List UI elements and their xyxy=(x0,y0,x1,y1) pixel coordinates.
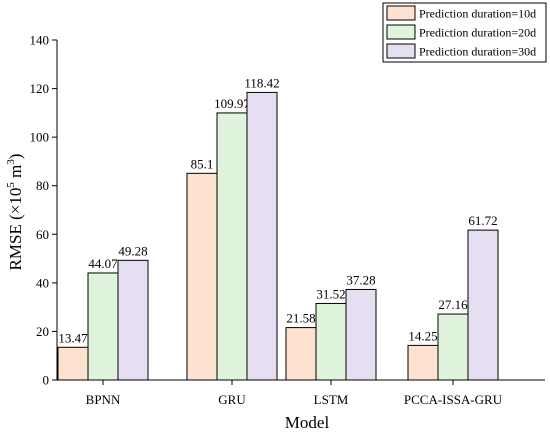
bar xyxy=(437,313,469,381)
data-label: 61.72 xyxy=(468,213,497,228)
legend-swatch xyxy=(386,43,416,59)
x-axis-title: Model xyxy=(285,413,330,432)
y-tick-label: 80 xyxy=(36,178,49,193)
legend-swatch xyxy=(386,24,416,40)
y-tick-label: 20 xyxy=(36,324,49,339)
legend-swatch xyxy=(386,5,416,21)
y-tick-label: 120 xyxy=(30,81,50,96)
legend: Prediction duration=10d Prediction durati… xyxy=(382,2,547,63)
x-tick-label: BPNN xyxy=(86,392,121,407)
y-axis-title-end: ) xyxy=(6,154,25,160)
bar xyxy=(57,346,89,381)
data-label: 118.42 xyxy=(244,75,279,90)
data-label: 14.25 xyxy=(408,328,437,343)
bar xyxy=(216,112,248,381)
bar xyxy=(87,272,119,381)
y-axis-title-unit: m xyxy=(6,165,25,182)
y-tick-label: 60 xyxy=(36,227,49,242)
data-label: 37.28 xyxy=(346,272,375,287)
data-label: 109.97 xyxy=(214,96,250,111)
bar xyxy=(186,172,218,381)
bar xyxy=(246,91,278,381)
data-label: 44.07 xyxy=(88,256,118,271)
x-tick-label: GRU xyxy=(218,392,246,407)
legend-label: Prediction duration=20d xyxy=(419,26,536,40)
bar xyxy=(345,288,377,381)
data-label: 21.58 xyxy=(286,311,315,326)
legend-label: Prediction duration=30d xyxy=(419,45,536,59)
legend-label: Prediction duration=10d xyxy=(419,7,536,21)
y-axis-title: RMSE (×105 m3) xyxy=(5,154,25,271)
bar xyxy=(467,229,499,381)
y-axis-title-exp: 5 xyxy=(5,182,17,188)
y-tick-label: 140 xyxy=(30,33,50,48)
y-axis-title-unit-exp: 3 xyxy=(5,159,17,165)
y-axis-title-main: RMSE (×10 xyxy=(6,188,25,271)
x-tick-label: LSTM xyxy=(314,392,349,407)
data-label: 85.1 xyxy=(191,156,214,171)
data-label: 49.28 xyxy=(118,243,147,258)
y-tick-label: 40 xyxy=(36,275,49,290)
data-label: 13.47 xyxy=(58,330,88,345)
bar xyxy=(117,259,149,381)
bar xyxy=(407,344,439,381)
y-tick-label: 0 xyxy=(43,373,50,388)
x-tick-label: PCCA-ISSA-GRU xyxy=(404,392,503,407)
bar xyxy=(315,302,347,381)
bar xyxy=(285,327,317,381)
data-label: 27.16 xyxy=(438,297,468,312)
data-label: 31.52 xyxy=(316,286,345,301)
y-tick-label: 100 xyxy=(30,130,50,145)
